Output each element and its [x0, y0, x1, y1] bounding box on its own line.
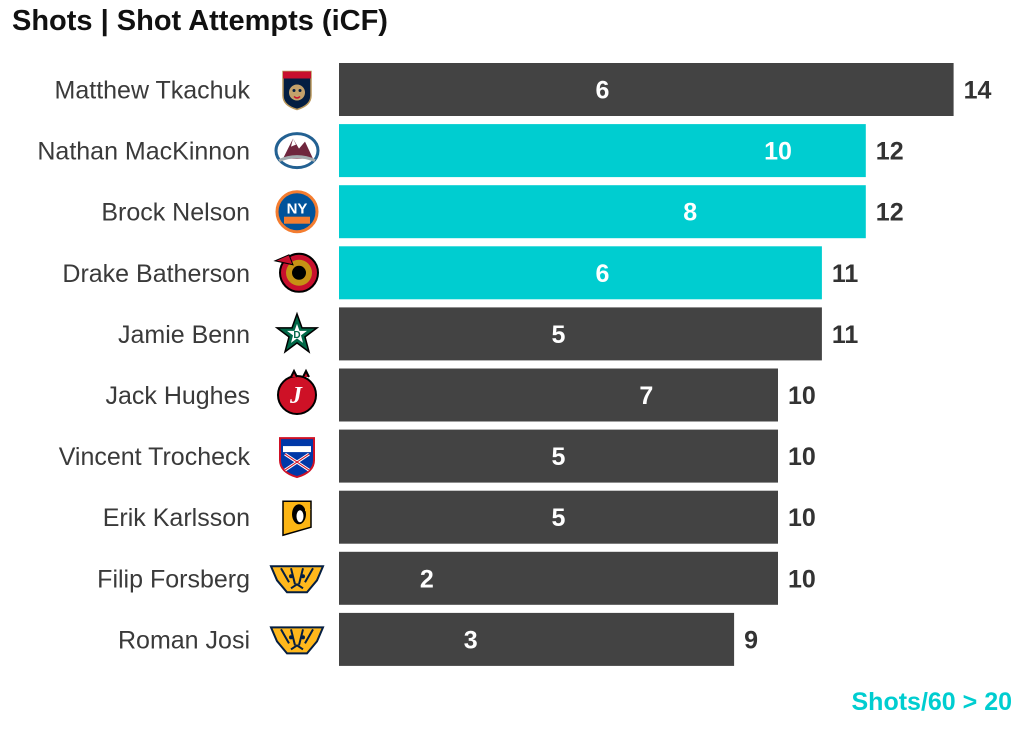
bar-matthew-tkachuk — [339, 63, 954, 116]
dallas-stars-logo-icon: D — [274, 311, 320, 354]
player-name-label: Nathan MacKinnon — [37, 138, 250, 166]
player-name-label: Brock Nelson — [101, 199, 250, 227]
bar-jamie-benn — [339, 307, 822, 361]
new-york-rangers-logo-icon — [279, 437, 315, 479]
player-name-label: Jamie Benn — [118, 321, 250, 349]
svg-text:D: D — [293, 330, 300, 341]
shots-value-label: 7 — [639, 382, 653, 410]
bar-jack-hughes — [339, 368, 778, 422]
player-name-label: Matthew Tkachuk — [55, 77, 251, 105]
nashville-predators-logo-icon — [269, 565, 325, 594]
pittsburgh-penguins-logo-icon — [282, 500, 312, 537]
shots-value-label: 10 — [764, 138, 792, 166]
player-name-label: Filip Forsberg — [97, 565, 250, 593]
bar-filip-forsberg — [339, 551, 778, 605]
shot-attempts-value-label: 11 — [832, 260, 859, 288]
ottawa-senators-logo-icon — [273, 252, 319, 293]
bar-vincent-trocheck — [339, 429, 778, 483]
new-jersey-devils-logo-icon: J — [277, 368, 317, 415]
player-name-label: Vincent Trocheck — [59, 443, 251, 471]
shots-value-label: 5 — [552, 443, 566, 471]
florida-panthers-logo-icon — [282, 70, 312, 111]
shot-attempts-value-label: 9 — [744, 626, 758, 654]
chart-title: Shots | Shot Attempts (iCF) — [12, 5, 388, 37]
shot-attempts-value-label: 14 — [964, 77, 992, 105]
footnote-label: Shots/60 > 20 — [851, 688, 1013, 716]
player-name-label: Erik Karlsson — [103, 504, 250, 532]
shots-value-label: 2 — [420, 565, 434, 593]
bar-drake-batherson — [339, 246, 822, 300]
shots-value-label: 6 — [595, 260, 609, 288]
player-name-label: Roman Josi — [118, 626, 250, 654]
shots-value-label: 6 — [595, 77, 609, 105]
shot-attempts-value-label: 11 — [832, 321, 859, 349]
colorado-avalanche-logo-icon — [274, 132, 320, 170]
svg-text:NY: NY — [287, 201, 308, 218]
bar-roman-josi — [339, 612, 735, 666]
shot-attempts-value-label: 10 — [788, 565, 816, 593]
shot-attempts-value-label: 12 — [876, 138, 904, 166]
shots-value-label: 5 — [552, 504, 566, 532]
shot-attempts-value-label: 10 — [788, 382, 816, 410]
bar-erik-karlsson — [339, 490, 778, 544]
bar-brock-nelson — [339, 185, 866, 239]
shots-value-label: 8 — [683, 199, 697, 227]
new-york-islanders-logo-icon: NY — [275, 190, 319, 234]
player-name-label: Drake Batherson — [62, 260, 250, 288]
shots-value-label: 3 — [464, 626, 478, 654]
player-name-label: Jack Hughes — [105, 382, 250, 410]
nashville-predators-logo-icon — [269, 626, 325, 655]
shot-attempts-value-label: 10 — [788, 504, 816, 532]
shot-attempts-value-label: 12 — [876, 199, 904, 227]
shot-attempts-value-label: 10 — [788, 443, 816, 471]
svg-text:J: J — [289, 383, 303, 409]
shots-value-label: 5 — [552, 321, 566, 349]
bar-nathan-mackinnon — [339, 124, 866, 178]
